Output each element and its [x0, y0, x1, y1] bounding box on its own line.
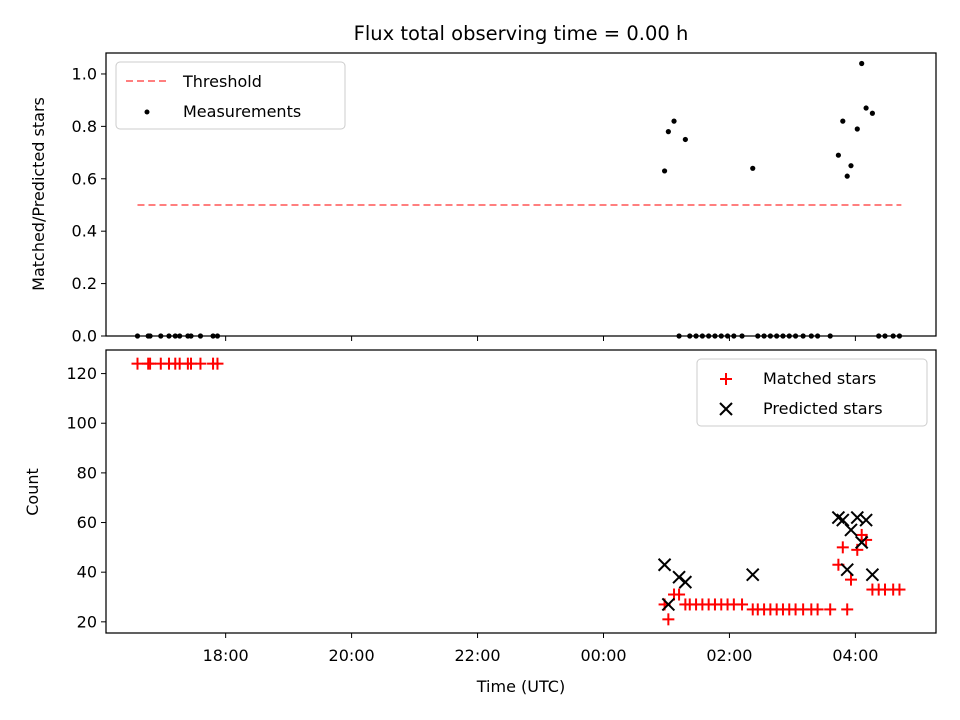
measurement-point [671, 118, 677, 124]
threshold-legend-label: Threshold [182, 72, 262, 91]
predicted-star-marker [661, 597, 676, 612]
predicted-star-marker [865, 567, 880, 582]
matched-star-marker [824, 603, 837, 616]
matched-legend-label: Matched stars [763, 369, 876, 388]
measurements-legend-label: Measurements [183, 102, 301, 121]
bottom-plot-ytick-label: 60 [77, 513, 97, 532]
predicted-legend-swatch [719, 402, 733, 416]
xtick-label: 18:00 [203, 646, 249, 665]
top-plot-ytick-label: 0.8 [72, 117, 97, 136]
top-plot-ytick-label: 0.2 [72, 274, 97, 293]
predicted-star-marker-b [850, 510, 864, 525]
measurement-point [682, 136, 688, 143]
measurement-point [869, 110, 875, 116]
bottom-plot-ytick-label: 100 [66, 414, 97, 433]
matched-star-marker [131, 357, 144, 370]
measurements-legend-swatch [144, 109, 150, 115]
top-panel: 0.0 0.2 0.4 0.6 0.8 1.0 Matched/Predicted sta… [29, 52, 937, 346]
top-plot-ytick-label: 0.4 [72, 222, 97, 241]
top-plot-ytick-label: 0.0 [72, 327, 97, 346]
measurement-point [661, 168, 668, 174]
predicted-star-marker-b [854, 535, 869, 550]
bottom-plot-ytick-label: 20 [77, 612, 97, 631]
matched-star-marker [144, 357, 157, 370]
top-legend: Threshold Measurements [115, 61, 346, 130]
predicted-star-marker [746, 567, 760, 582]
top-legend-box [115, 61, 346, 130]
xtick-label: 04:00 [832, 646, 878, 665]
predicted-star-marker-b [859, 513, 873, 527]
predicted-star-marker [678, 575, 693, 589]
matched-star-marker [736, 598, 749, 611]
bottom-legend: Matched stars Predicted stars [696, 358, 928, 427]
predicted-star-marker [859, 513, 873, 527]
figure-title: Flux total observing time = 0.00 h [354, 22, 689, 45]
measurement-point [840, 118, 846, 124]
measurement-point [750, 165, 756, 171]
measurement-point [863, 105, 869, 111]
predicted-star-marker [657, 558, 672, 572]
predicted-star-marker-b [831, 510, 846, 525]
predicted-star-marker-b [657, 558, 672, 572]
xtick-label: 02:00 [706, 646, 752, 665]
matched-star-marker [194, 357, 207, 370]
matched-star-marker [836, 541, 849, 554]
predicted-legend-label: Predicted stars [763, 399, 883, 418]
matched-star-marker [893, 583, 906, 596]
predicted-star-marker-b [678, 575, 693, 589]
bottom-ylabel: Count [23, 468, 42, 516]
bottom-plot-ytick-label: 120 [66, 364, 97, 383]
predicted-star-marker-b [661, 597, 676, 612]
predicted-star-marker [844, 523, 858, 537]
xtick-label: 00:00 [580, 646, 626, 665]
bottom-plot-ytick-label: 40 [77, 563, 97, 582]
measurement-point [859, 60, 865, 67]
predicted-star-marker [836, 513, 850, 527]
matched-star-marker [844, 573, 857, 586]
predicted-star-marker-b [746, 567, 760, 582]
matched-star-marker [673, 588, 686, 601]
predicted-star-marker-b [844, 523, 858, 537]
predicted-star-marker [854, 535, 869, 550]
x-axis-label: Time (UTC) [476, 677, 565, 696]
measurement-point [665, 129, 671, 135]
predicted-star-marker-b [836, 513, 850, 527]
predicted-star-marker-b [840, 562, 854, 577]
top-plot-ytick-label: 1.0 [72, 64, 97, 83]
predicted-star-marker [840, 562, 854, 577]
measurement-point [848, 163, 854, 169]
bottom-legend-box [696, 358, 928, 427]
bottom-axes-frame [105, 349, 937, 634]
predicted-star-marker-b [865, 567, 880, 582]
measurement-point [835, 152, 841, 158]
matched-star-marker [811, 603, 824, 616]
bottom-plot-ytick-label: 80 [77, 463, 97, 482]
top-ylabel: Matched/Predicted stars [29, 97, 48, 291]
matched-star-marker [860, 533, 873, 546]
bottom-panel: 20 40 60 80 100 120 18:00 20:00 22:00 00:00 02:00 0… [23, 349, 937, 696]
matched-star-marker [211, 357, 224, 370]
matched-star-marker [841, 603, 854, 616]
xtick-label: 22:00 [454, 646, 500, 665]
top-axes-frame [105, 52, 937, 337]
measurement-point [854, 126, 860, 132]
predicted-star-marker [850, 510, 864, 525]
top-plot-ytick-label: 0.6 [72, 169, 97, 188]
xtick-label: 20:00 [329, 646, 375, 665]
matched-star-marker [662, 613, 675, 626]
measurement-point [844, 173, 850, 179]
matched-legend-swatch [720, 373, 732, 385]
